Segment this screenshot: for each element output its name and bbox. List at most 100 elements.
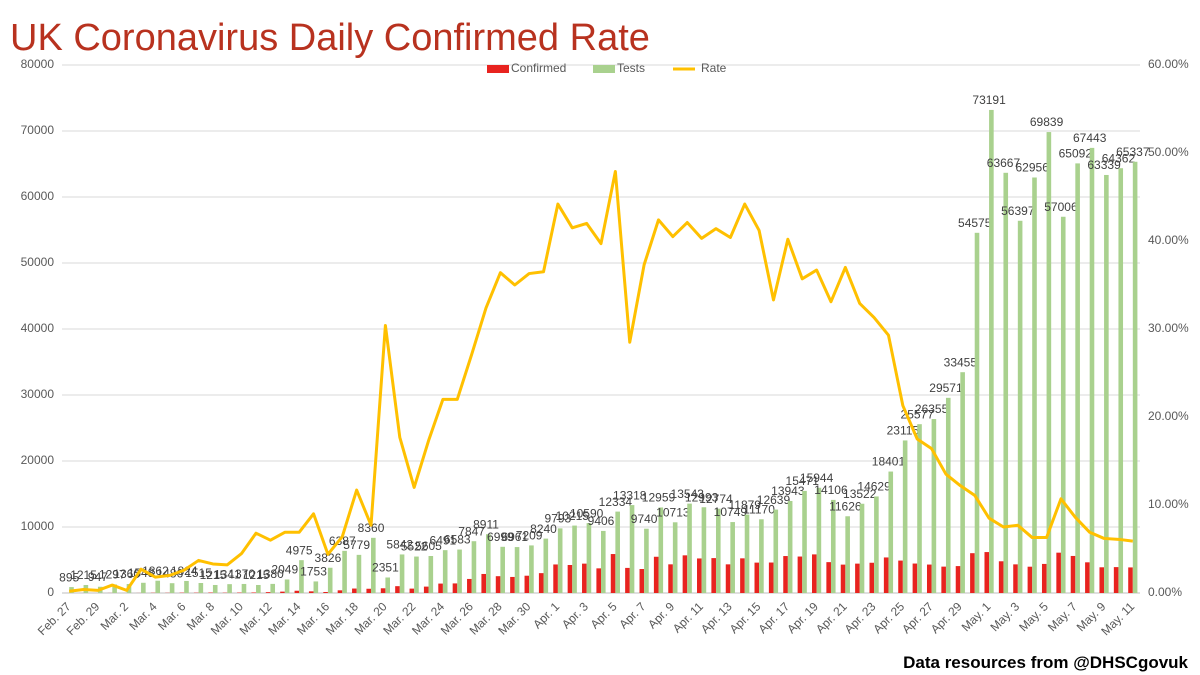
data-label: 73191	[972, 93, 1006, 107]
bar	[787, 500, 793, 593]
bar	[308, 591, 314, 593]
bar	[442, 550, 448, 593]
y-tick-label: 30000	[21, 387, 55, 401]
data-label: 13543	[671, 487, 705, 501]
bar	[280, 591, 285, 593]
data-label: 4975	[286, 543, 313, 557]
bar	[538, 573, 544, 593]
data-label: 12959	[642, 491, 676, 505]
bar	[495, 576, 501, 593]
x-tick-label: Mar. 30	[495, 599, 533, 637]
bar	[625, 567, 630, 593]
y2-tick-label: 50.00%	[1148, 145, 1189, 159]
data-label: 26355	[915, 402, 949, 416]
data-label: 15471	[786, 474, 820, 488]
bar	[337, 590, 343, 593]
data-label: 63667	[987, 156, 1021, 170]
bar	[227, 584, 232, 593]
data-label: 65337	[1116, 145, 1150, 159]
bar	[855, 563, 860, 593]
bar	[773, 509, 779, 593]
bar	[500, 546, 505, 593]
data-label: 11170	[743, 502, 775, 516]
data-label: 12639	[757, 493, 791, 507]
bar	[1046, 132, 1052, 593]
bar	[514, 547, 520, 593]
bar	[184, 580, 189, 593]
bar	[1113, 567, 1119, 593]
footnote: Data resources from @DHSCgovuk	[903, 653, 1188, 672]
bar	[1003, 172, 1009, 594]
x-tick-label: May. 7	[1045, 599, 1080, 634]
bar	[989, 109, 994, 594]
bar	[759, 519, 764, 593]
bar	[1013, 564, 1018, 593]
x-tick-label: Apr. 27	[899, 599, 936, 636]
bar	[323, 591, 328, 593]
line	[69, 169, 1133, 593]
bar	[715, 508, 721, 593]
bar	[955, 566, 961, 593]
data-label: 12993	[685, 490, 719, 504]
bar	[270, 583, 276, 593]
bar	[299, 560, 304, 593]
bar	[970, 553, 975, 593]
data-label: 29571	[929, 381, 963, 395]
data-label: 33455	[944, 355, 978, 369]
y-tick-label: 80000	[21, 57, 55, 71]
bar	[395, 586, 400, 593]
bar	[582, 563, 587, 593]
bar	[481, 573, 487, 593]
bar	[586, 523, 592, 593]
x-tick-label: Apr. 7	[616, 599, 648, 631]
bar	[342, 550, 347, 593]
data-label: 8911	[473, 517, 499, 531]
bar	[687, 503, 692, 593]
data-label: 14629	[857, 480, 891, 494]
x-tick-label: May. 11	[1098, 599, 1137, 638]
bar	[984, 552, 990, 593]
bar	[917, 424, 922, 593]
x-tick-label: Apr. 21	[813, 599, 850, 636]
bar	[572, 525, 577, 593]
bar	[1070, 555, 1076, 593]
bar	[912, 563, 918, 593]
data-label: 6491	[430, 533, 457, 547]
y2-tick-label: 40.00%	[1148, 233, 1189, 247]
y-tick-label: 40000	[21, 321, 55, 335]
bar	[294, 590, 300, 593]
bar	[1118, 168, 1124, 593]
data-label: 1215	[243, 568, 270, 582]
bar	[653, 556, 659, 593]
bar	[816, 487, 822, 593]
bar	[212, 584, 218, 593]
data-label: 1753	[300, 565, 327, 579]
bar	[371, 537, 376, 593]
bar	[510, 576, 515, 593]
data-label: 8240	[530, 522, 557, 536]
bar	[931, 419, 937, 593]
bar	[327, 567, 333, 593]
y2-tick-label: 30.00%	[1148, 321, 1189, 335]
bar	[869, 562, 875, 593]
x-tick-label: May. 1	[959, 599, 994, 634]
data-label: 6999	[487, 530, 514, 544]
bar	[265, 592, 271, 593]
chart-title: UK Coronavirus Daily Confirmed Rate	[10, 17, 650, 59]
bar	[1027, 566, 1033, 593]
y2-tick-label: 0.00%	[1148, 585, 1182, 599]
bar	[251, 592, 257, 593]
bar	[830, 499, 836, 593]
bar	[1099, 567, 1105, 593]
data-label: 1341	[214, 567, 241, 581]
bar	[859, 503, 865, 593]
bar	[409, 588, 415, 593]
data-label: 62956	[1016, 161, 1050, 175]
data-label: 11879	[728, 498, 761, 512]
x-tick-label: Apr. 29	[928, 599, 965, 636]
bar	[730, 522, 735, 593]
bar	[629, 505, 635, 593]
data-label: 13318	[613, 488, 647, 502]
x-tick-label: Apr. 13	[698, 599, 735, 636]
